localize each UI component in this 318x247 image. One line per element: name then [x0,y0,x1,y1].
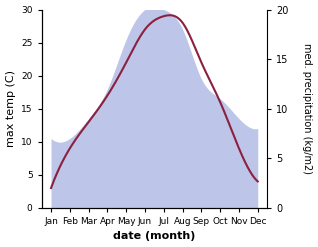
X-axis label: date (month): date (month) [113,231,196,242]
Y-axis label: med. precipitation (kg/m2): med. precipitation (kg/m2) [302,43,313,174]
Y-axis label: max temp (C): max temp (C) [5,70,16,147]
